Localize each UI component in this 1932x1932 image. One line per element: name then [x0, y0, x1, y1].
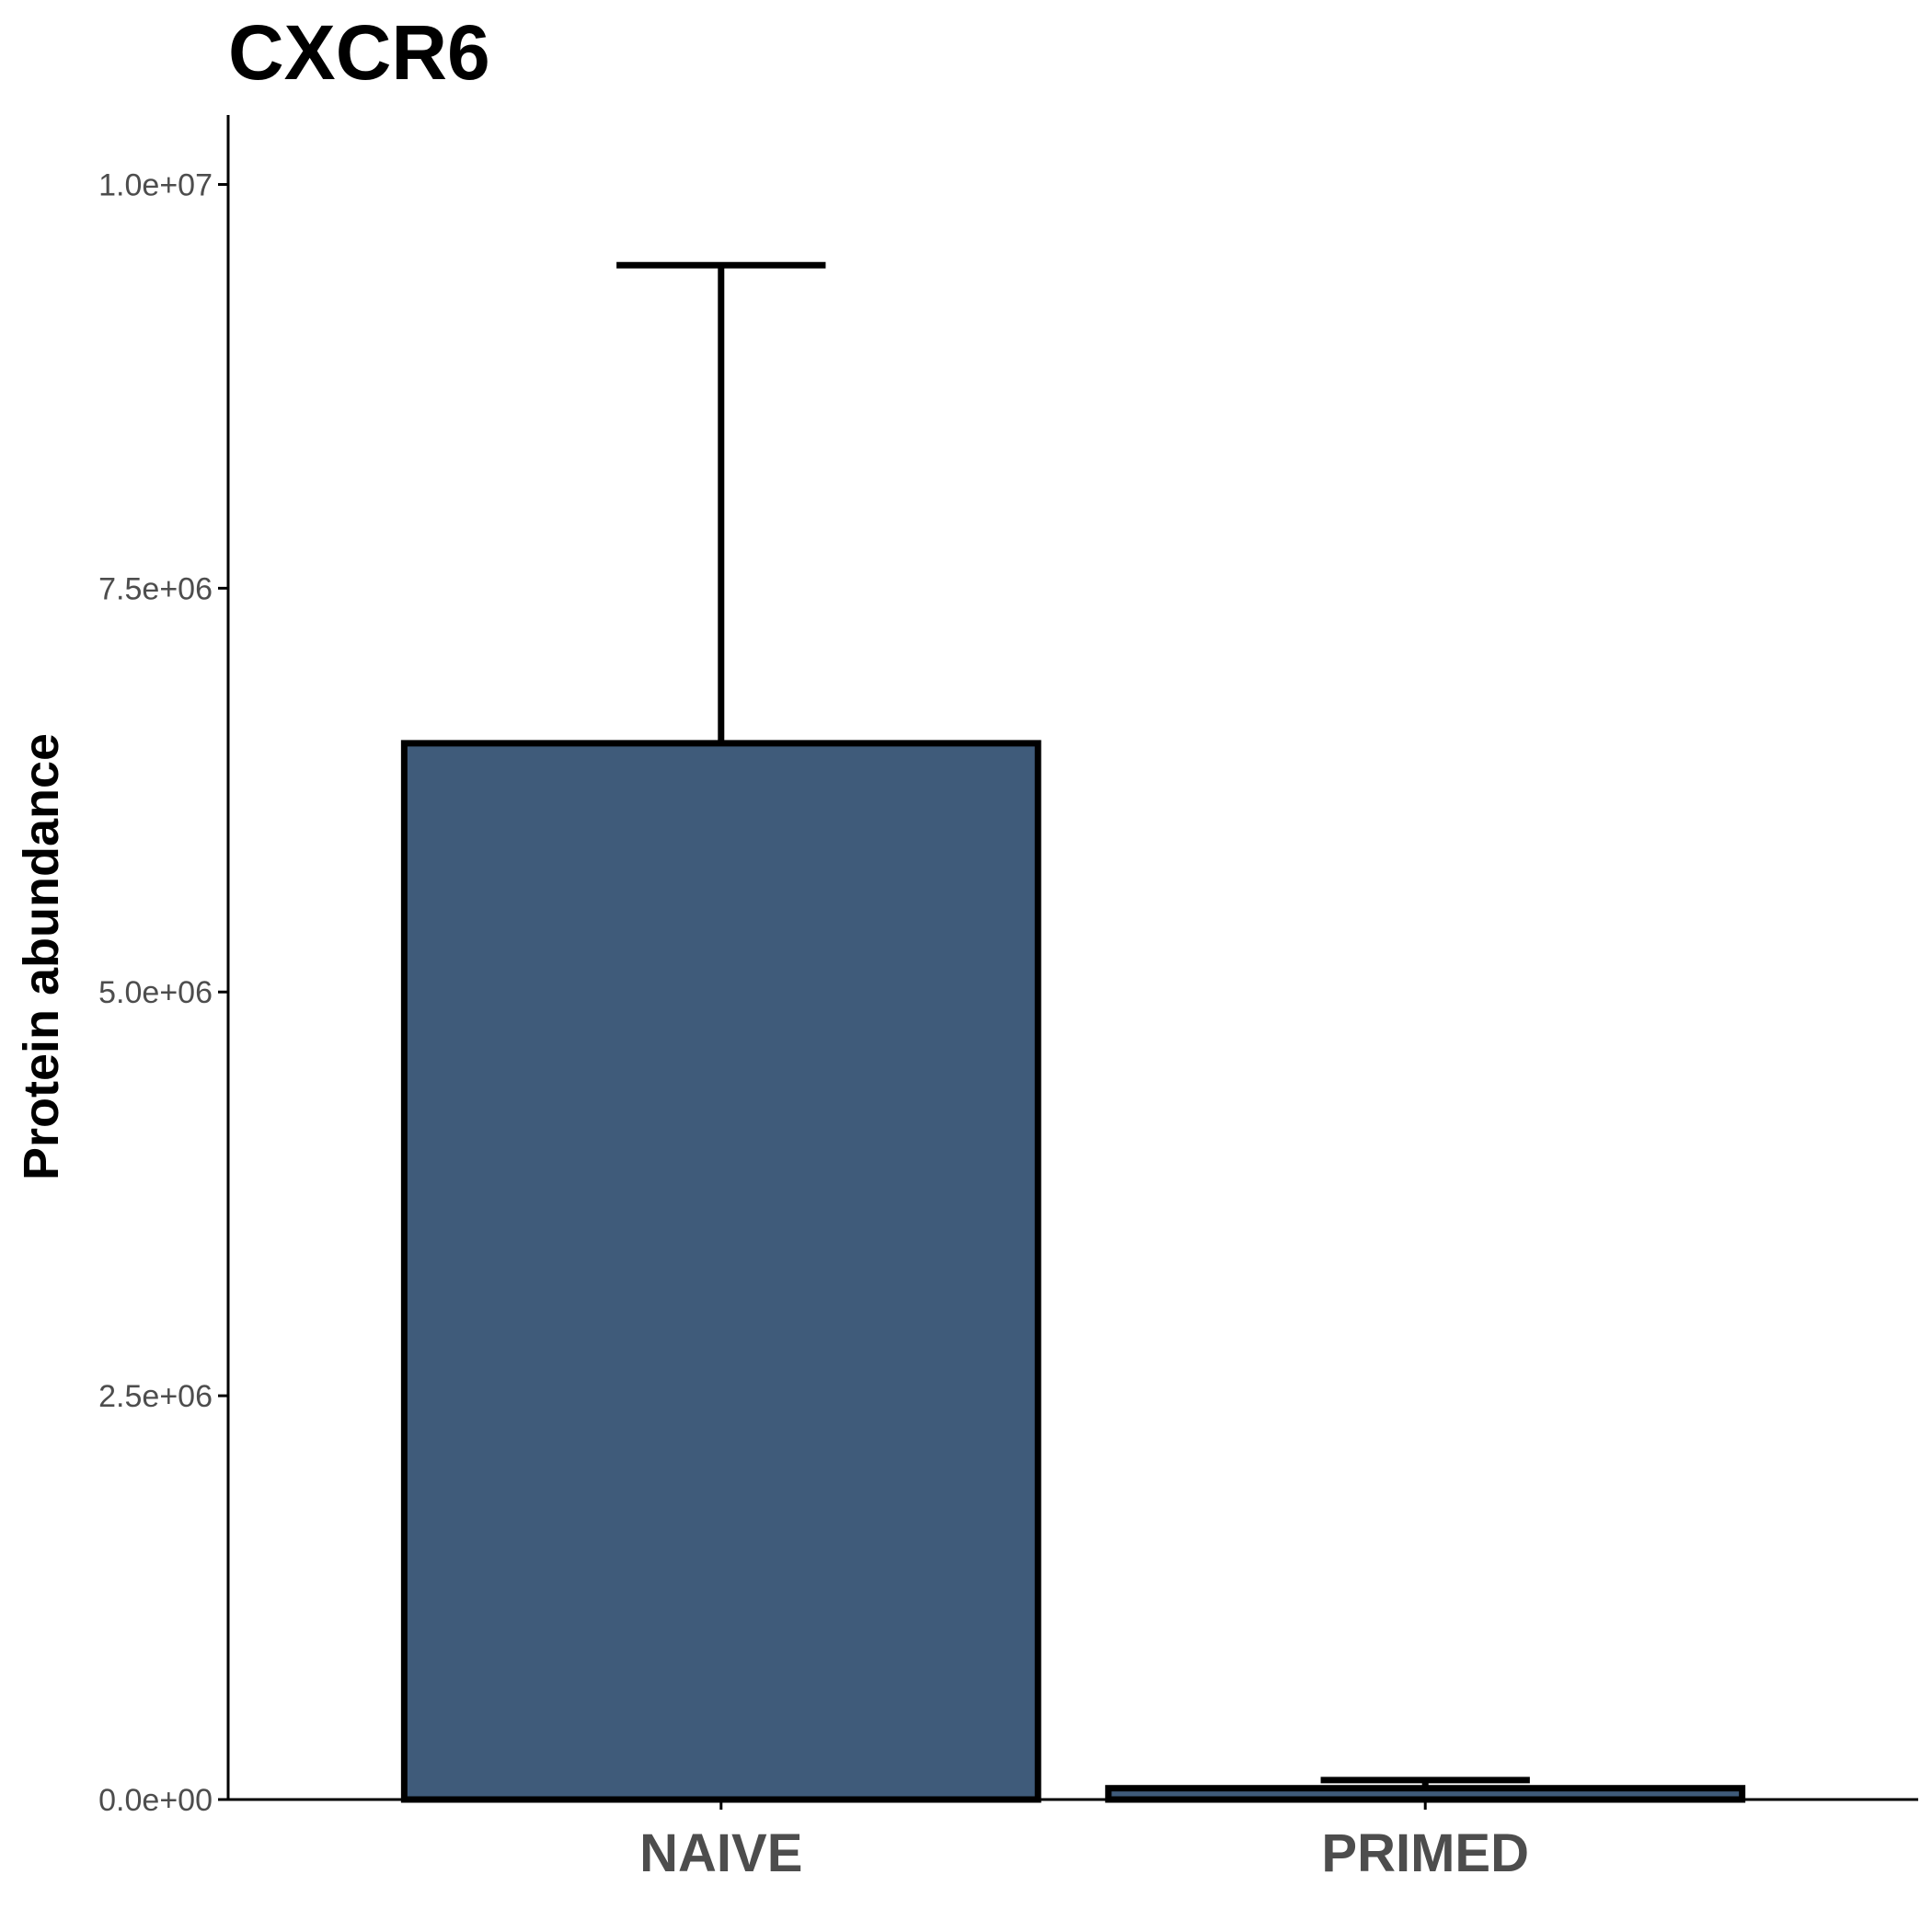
bar-naive: [400, 740, 1041, 1803]
x-tick-label-naive: NAIVE: [639, 1823, 802, 1883]
y-tick-label: 1.0e+07: [98, 167, 213, 202]
y-tick-label: 2.5e+06: [98, 1379, 213, 1414]
bar-primed: [1105, 1785, 1746, 1803]
y-axis-label: Protein abundance: [14, 733, 69, 1180]
x-tick-label-primed: PRIMED: [1321, 1823, 1529, 1883]
error-bars: [616, 261, 1530, 1788]
y-tick-label: 7.5e+06: [98, 571, 213, 606]
y-tick-label: 5.0e+06: [98, 975, 213, 1010]
y-axis-ticks: 0.0e+00 2.5e+06 5.0e+06 7.5e+06 1.0e+07: [98, 167, 228, 1818]
bars: [400, 740, 1746, 1803]
chart-title: CXCR6: [228, 9, 490, 96]
x-axis-ticks: NAIVE PRIMED: [639, 1800, 1529, 1883]
y-tick-label: 0.0e+00: [98, 1783, 213, 1818]
